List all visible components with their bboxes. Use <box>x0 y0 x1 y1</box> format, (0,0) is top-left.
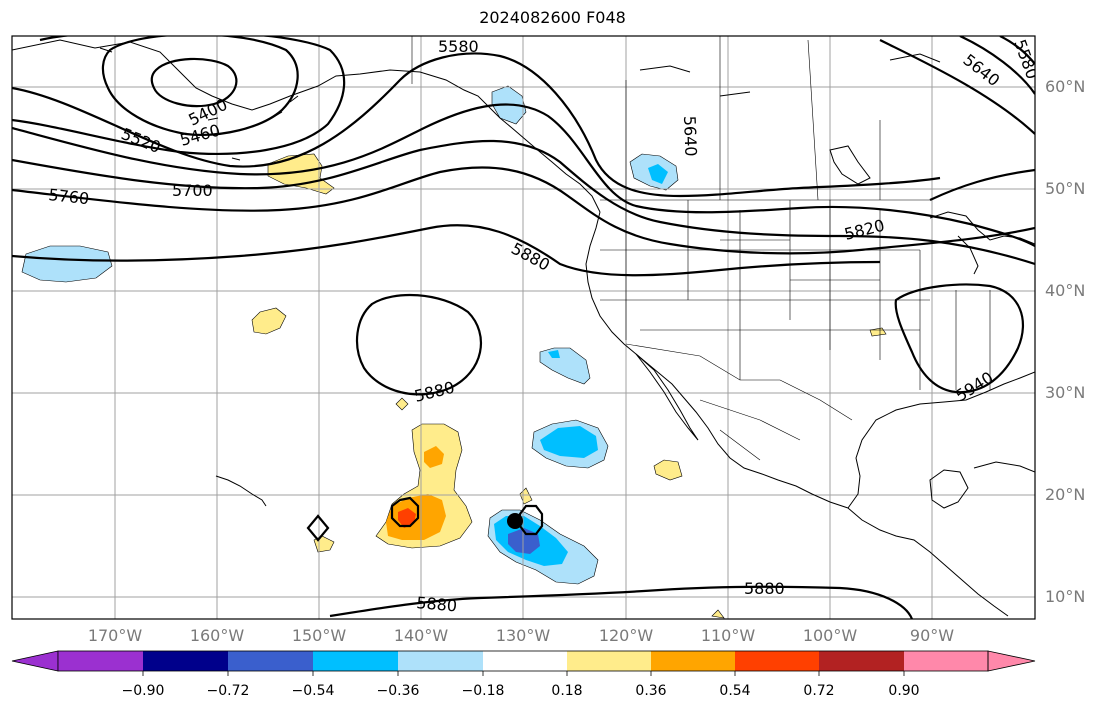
colorbar-low-extension <box>11 650 59 672</box>
lat-label-60n: 60°N <box>1045 77 1086 96</box>
storm-track-octagon-west <box>390 496 420 528</box>
alaska-coast <box>12 39 601 213</box>
contour-low-ring2 <box>101 36 299 136</box>
contour-label-5880-south-a: 5880 <box>416 593 458 615</box>
lon-label-160w: 160°W <box>189 626 245 645</box>
lat-label-30n: 30°N <box>1045 383 1086 402</box>
contour-label-5700: 5700 <box>172 181 213 200</box>
yucatan <box>929 469 969 509</box>
cuba <box>973 461 1035 473</box>
lon-label-140w: 140°W <box>393 626 449 645</box>
colorbar-bin-11 <box>904 651 988 671</box>
contour-5580 <box>12 52 941 198</box>
colorbar-tick-marks <box>142 671 905 676</box>
hawaii <box>215 475 267 507</box>
central-america <box>847 507 1009 617</box>
anomaly-cyan-socal <box>548 350 560 358</box>
contour-5640 <box>12 103 1035 247</box>
west-coast <box>585 211 849 509</box>
colorbar-label-3: −0.54 <box>291 683 335 699</box>
anomaly-light-blue-west <box>21 245 113 283</box>
lon-label-170w: 170°W <box>87 626 143 645</box>
lon-label-120w: 120°W <box>598 626 654 645</box>
anomaly-light-yellow-small2 <box>653 459 683 481</box>
colorbar <box>11 650 1036 676</box>
colorbar-label-10: 0.90 <box>888 683 920 699</box>
contour-label-5760: 5760 <box>48 185 90 208</box>
lon-label-90w: 90°W <box>909 626 955 645</box>
contour-low-ring1 <box>150 57 238 108</box>
us-states <box>600 200 991 390</box>
lon-label-100w: 100°W <box>802 626 858 645</box>
colorbar-label-5: −0.18 <box>461 683 505 699</box>
contour-label-5640-vertical: 5640 <box>680 115 700 156</box>
colorbar-frame <box>57 650 989 672</box>
canada-provinces <box>625 36 881 201</box>
storm-track-diamond <box>306 514 330 542</box>
mexico-states <box>699 399 801 461</box>
colorbar-bin-9 <box>735 651 819 671</box>
colorbar-bin-7 <box>567 651 651 671</box>
colorbar-bin-6 <box>483 651 567 671</box>
contour-5880-south <box>329 585 914 619</box>
us-mexico-border <box>625 343 853 421</box>
lon-label-110w: 110°W <box>700 626 756 645</box>
colorbar-bin-10 <box>819 651 904 671</box>
colorbar-bin-2 <box>143 651 228 671</box>
anomaly-light-yellow-gulf <box>267 153 335 195</box>
colorbar-label-9: 0.72 <box>803 683 835 699</box>
baja <box>635 353 699 441</box>
anomaly-light-yellow-small1 <box>251 307 287 335</box>
colorbar-label-7: 0.36 <box>635 683 667 699</box>
contour-5700 <box>12 139 1035 266</box>
contour-5880-high <box>356 293 482 396</box>
colorbar-high-extension <box>987 650 1036 672</box>
contour-5580-ne <box>959 36 1035 95</box>
map-title: 2024082600 F048 <box>479 8 626 27</box>
storm-center-dot <box>507 513 523 529</box>
lat-label-20n: 20°N <box>1045 485 1086 504</box>
contour-label-5580-top: 5580 <box>438 37 479 56</box>
contour-5880-north <box>12 224 881 277</box>
contour-5820 <box>929 168 1035 201</box>
height-contours <box>12 36 1035 619</box>
colorbar-label-6: 0.18 <box>551 683 583 699</box>
anomaly-orange-hurricane <box>386 494 446 540</box>
storm-markers <box>306 496 544 542</box>
anomaly-orange-north <box>424 446 444 468</box>
map-frame <box>11 35 1036 620</box>
contour-east-ring <box>999 36 1035 65</box>
contour-5940 <box>894 283 1025 394</box>
contour-5760 <box>12 166 1035 255</box>
colorbar-bin-4 <box>313 651 398 671</box>
colorbar-bin-3 <box>228 651 313 671</box>
political-borders <box>411 36 991 461</box>
lat-label-10n: 10°N <box>1045 587 1086 606</box>
anomaly-cyan-east <box>540 426 598 458</box>
colorbar-label-2: −0.72 <box>206 683 250 699</box>
lon-label-130w: 130°W <box>495 626 551 645</box>
contour-label-5880-south-b: 5880 <box>744 579 785 598</box>
gulf-coast <box>847 371 1035 509</box>
contour-5640-east <box>879 39 1035 135</box>
arctic-islands <box>639 53 941 97</box>
colorbar-bin-1 <box>58 651 143 671</box>
lat-label-50n: 50°N <box>1045 179 1086 198</box>
anomaly-light-yellow-small7 <box>711 609 725 619</box>
colorbar-bin-8 <box>651 651 735 671</box>
contour-low-ring3 <box>12 36 346 155</box>
colorbar-label-4: −0.36 <box>376 683 420 699</box>
lon-label-150w: 150°W <box>291 626 347 645</box>
anomaly-light-yellow-small5 <box>395 397 409 411</box>
colorbar-bin-5 <box>398 651 483 671</box>
lat-label-40n: 40°N <box>1045 281 1086 300</box>
alaska-islands <box>99 47 299 161</box>
coastlines <box>12 39 1035 617</box>
hudson-bay <box>829 145 871 185</box>
anomaly-cyan-bc <box>648 164 668 184</box>
colorbar-label-8: 0.54 <box>719 683 751 699</box>
colorbar-label-1: −0.90 <box>121 683 165 699</box>
